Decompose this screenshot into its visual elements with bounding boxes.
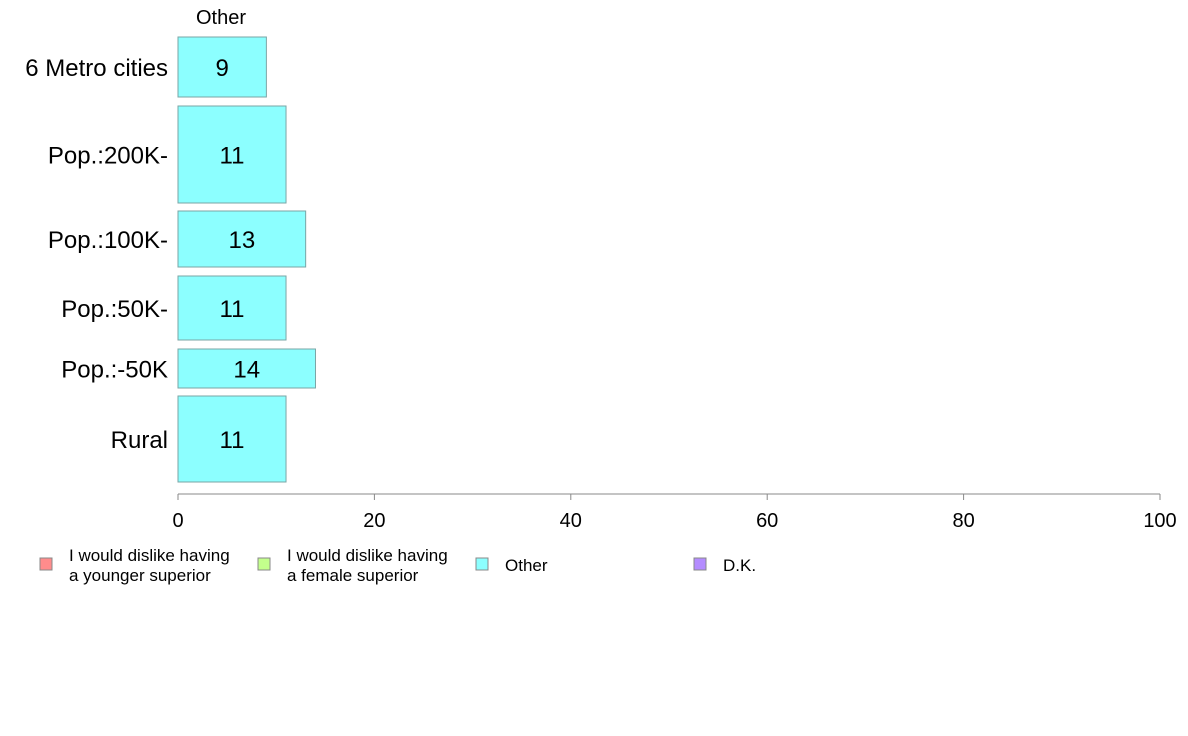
bar-segment (177, 210, 307, 268)
data-label: 11 (220, 296, 245, 323)
x-tick-label: 60 (756, 510, 778, 532)
legend-swatch (257, 557, 271, 571)
x-tick-label: 80 (952, 510, 974, 532)
data-label: 11 (220, 427, 245, 454)
legend-swatch (39, 557, 53, 571)
x-tick-label: 0 (172, 510, 183, 532)
legend-swatch (475, 557, 489, 571)
bar-segment (177, 395, 287, 483)
bar-segment (177, 105, 287, 204)
legend-label: I would dislike having (287, 546, 448, 565)
legend-label: a younger superior (69, 566, 211, 585)
bar-segment (177, 348, 316, 389)
bars-group: 6 Metro cities 9 Pop.:200K- 11 Pop.:100K- 13 P… (25, 36, 316, 483)
x-tick-label: 100 (1143, 510, 1176, 532)
data-label: 14 (233, 357, 260, 384)
category-label: Pop.:-50K (61, 357, 168, 384)
bar-segment (177, 36, 267, 98)
x-tick-label: 20 (363, 510, 385, 532)
x-axis: 0 20 40 60 80 100 (172, 493, 1177, 532)
legend-label: I would dislike having (69, 546, 230, 565)
data-label: 9 (216, 55, 229, 82)
data-label: 11 (220, 143, 245, 170)
category-label: Rural (111, 427, 168, 454)
legend-label: a female superior (287, 566, 419, 585)
x-tick-label: 40 (560, 510, 582, 532)
legend-swatch (693, 557, 707, 571)
category-label: Pop.:200K- (48, 143, 168, 170)
category-label: Pop.:50K- (61, 296, 168, 323)
data-label: 13 (228, 227, 255, 254)
bar-segment (177, 275, 287, 341)
legend-label: Other (505, 556, 548, 575)
category-label: 6 Metro cities (25, 55, 168, 82)
category-label: Pop.:100K- (48, 227, 168, 254)
legend-label: D.K. (723, 556, 756, 575)
column-header: Other (196, 7, 246, 29)
